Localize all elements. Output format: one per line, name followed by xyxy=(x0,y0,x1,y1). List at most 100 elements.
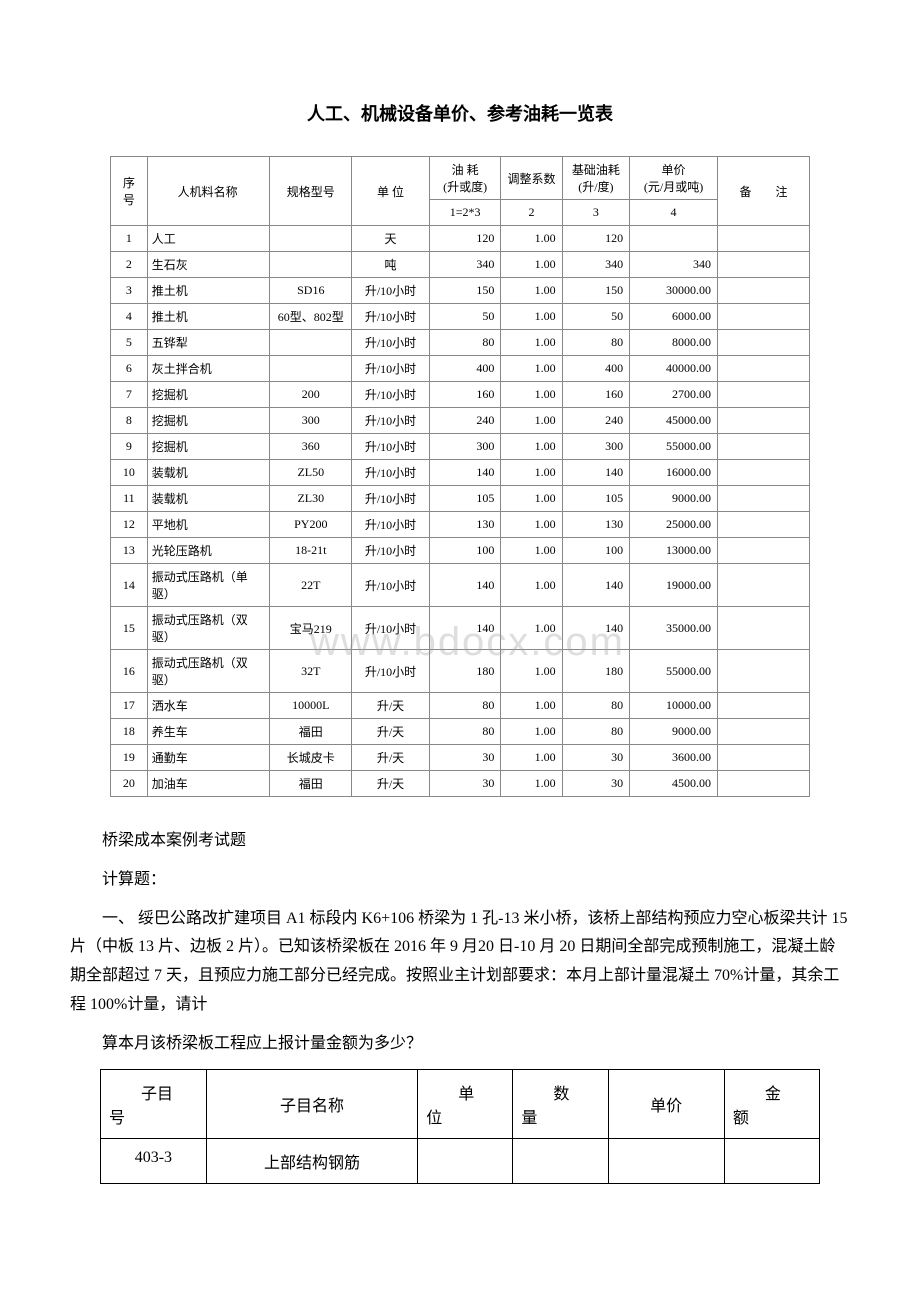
page-title: 人工、机械设备单价、参考油耗一览表 xyxy=(40,100,880,126)
table-row: 12平地机PY200升/10小时1301.0013025000.00 xyxy=(111,512,810,538)
cell-name: 人工 xyxy=(147,226,270,252)
cell-adj: 1.00 xyxy=(501,745,562,771)
cell-price: 6000.00 xyxy=(630,304,718,330)
th-spec: 规格型号 xyxy=(270,157,352,226)
cell-unit: 升/10小时 xyxy=(352,408,430,434)
cell-fuel: 400 xyxy=(429,356,501,382)
cell-price: 16000.00 xyxy=(630,460,718,486)
cell-seq: 7 xyxy=(111,382,148,408)
cell-name: 洒水车 xyxy=(147,693,270,719)
cell-price: 4500.00 xyxy=(630,771,718,797)
cell-note xyxy=(717,304,809,330)
table-row: 18养生车福田升/天801.00809000.00 xyxy=(111,719,810,745)
para-question-cont: 算本月该桥梁板工程应上报计量金额为多少？ xyxy=(40,1030,880,1059)
calc-th-6: 金 额 xyxy=(724,1069,819,1138)
cell-fuel: 180 xyxy=(429,650,501,693)
cell-fuel: 100 xyxy=(429,538,501,564)
sub-adj: 2 xyxy=(501,200,562,226)
cell-name: 光轮压路机 xyxy=(147,538,270,564)
cell-unit: 天 xyxy=(352,226,430,252)
table-row: 5五铧犁升/10小时801.00808000.00 xyxy=(111,330,810,356)
cell-fuel: 80 xyxy=(429,693,501,719)
cell-spec: 福田 xyxy=(270,719,352,745)
cell-note xyxy=(717,607,809,650)
cell-price xyxy=(630,226,718,252)
calc-th-5: 单价 xyxy=(608,1069,724,1138)
cell-note xyxy=(717,356,809,382)
th-name: 人机料名称 xyxy=(147,157,270,226)
cell-adj: 1.00 xyxy=(501,693,562,719)
cell-unit: 升/10小时 xyxy=(352,486,430,512)
cell-spec: 300 xyxy=(270,408,352,434)
cell-name: 装载机 xyxy=(147,460,270,486)
cell-name: 灰土拌合机 xyxy=(147,356,270,382)
cell-name: 平地机 xyxy=(147,512,270,538)
calc-cell-2: 上部结构钢筋 xyxy=(206,1138,417,1183)
cell-spec: 18-21t xyxy=(270,538,352,564)
cell-adj: 1.00 xyxy=(501,382,562,408)
cell-base: 80 xyxy=(562,330,629,356)
cell-spec: 长城皮卡 xyxy=(270,745,352,771)
cell-price: 55000.00 xyxy=(630,434,718,460)
th-seq: 序号 xyxy=(111,157,148,226)
para-question: 一、 绥巴公路改扩建项目 A1 标段内 K6+106 桥梁为 1 孔-13 米小… xyxy=(40,905,880,1020)
cell-fuel: 300 xyxy=(429,434,501,460)
table-row: 4推土机60型、802型升/10小时501.00506000.00 xyxy=(111,304,810,330)
cell-unit: 吨 xyxy=(352,252,430,278)
th-unit: 单 位 xyxy=(352,157,430,226)
cell-adj: 1.00 xyxy=(501,434,562,460)
cell-seq: 20 xyxy=(111,771,148,797)
cell-base: 140 xyxy=(562,564,629,607)
cell-spec: 200 xyxy=(270,382,352,408)
table-row: 17洒水车10000L升/天801.008010000.00 xyxy=(111,693,810,719)
cell-base: 80 xyxy=(562,719,629,745)
para-label: 计算题： xyxy=(40,866,880,895)
cell-adj: 1.00 xyxy=(501,278,562,304)
cell-base: 100 xyxy=(562,538,629,564)
cell-unit: 升/天 xyxy=(352,745,430,771)
cell-seq: 19 xyxy=(111,745,148,771)
cell-base: 30 xyxy=(562,745,629,771)
cell-note xyxy=(717,719,809,745)
cell-adj: 1.00 xyxy=(501,226,562,252)
th-note: 备 注 xyxy=(717,157,809,226)
table-row: 20加油车福田升/天301.00304500.00 xyxy=(111,771,810,797)
cell-unit: 升/10小时 xyxy=(352,564,430,607)
cell-seq: 6 xyxy=(111,356,148,382)
cell-note xyxy=(717,512,809,538)
cell-note xyxy=(717,434,809,460)
cell-name: 振动式压路机（单驱） xyxy=(147,564,270,607)
cell-name: 生石灰 xyxy=(147,252,270,278)
cell-unit: 升/10小时 xyxy=(352,538,430,564)
calc-cell-6 xyxy=(724,1138,819,1183)
cell-note xyxy=(717,226,809,252)
cell-seq: 16 xyxy=(111,650,148,693)
table-row: 19通勤车长城皮卡升/天301.00303600.00 xyxy=(111,745,810,771)
cell-price: 35000.00 xyxy=(630,607,718,650)
cell-spec: 60型、802型 xyxy=(270,304,352,330)
cell-name: 养生车 xyxy=(147,719,270,745)
cell-adj: 1.00 xyxy=(501,512,562,538)
cell-seq: 1 xyxy=(111,226,148,252)
cell-name: 加油车 xyxy=(147,771,270,797)
cell-note xyxy=(717,330,809,356)
table-row: 8挖掘机300升/10小时2401.0024045000.00 xyxy=(111,408,810,434)
cell-seq: 12 xyxy=(111,512,148,538)
cell-fuel: 105 xyxy=(429,486,501,512)
calc-cell-4 xyxy=(513,1138,608,1183)
table-row: 13光轮压路机18-21t升/10小时1001.0010013000.00 xyxy=(111,538,810,564)
cell-price: 9000.00 xyxy=(630,719,718,745)
cell-fuel: 140 xyxy=(429,460,501,486)
cell-adj: 1.00 xyxy=(501,304,562,330)
cell-unit: 升/10小时 xyxy=(352,278,430,304)
cell-fuel: 340 xyxy=(429,252,501,278)
cell-seq: 15 xyxy=(111,607,148,650)
cell-note xyxy=(717,745,809,771)
calc-th-1: 子目 号 xyxy=(101,1069,207,1138)
cell-unit: 升/10小时 xyxy=(352,382,430,408)
cell-name: 挖掘机 xyxy=(147,408,270,434)
cell-base: 120 xyxy=(562,226,629,252)
cell-fuel: 30 xyxy=(429,771,501,797)
table-row: 14振动式压路机（单驱）22T升/10小时1401.0014019000.00 xyxy=(111,564,810,607)
th-price: 单价 (元/月或吨) xyxy=(630,157,718,200)
